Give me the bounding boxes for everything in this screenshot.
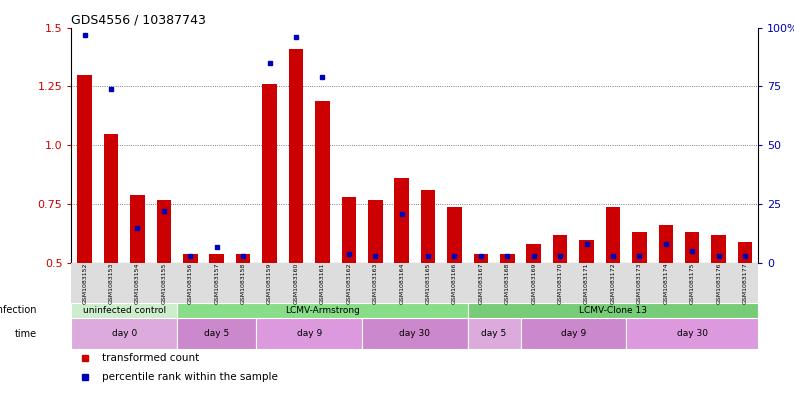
Text: GDS4556 / 10387743: GDS4556 / 10387743 (71, 13, 206, 26)
Text: GSM1083171: GSM1083171 (584, 262, 589, 303)
Bar (500, 254, 515, 263)
Bar (626, 318, 758, 349)
Text: transformed count: transformed count (102, 353, 199, 363)
Text: day 9: day 9 (561, 329, 586, 338)
Bar (580, 240, 594, 263)
Text: GSM1083175: GSM1083175 (690, 262, 695, 303)
Text: GSM1083165: GSM1083165 (426, 262, 430, 303)
Text: day 5: day 5 (204, 329, 229, 338)
Text: GSM1083162: GSM1083162 (346, 262, 351, 303)
Bar (711, 235, 726, 263)
Text: GSM1083167: GSM1083167 (479, 262, 484, 303)
Bar (71, 303, 177, 318)
Bar (315, 101, 330, 263)
Bar (738, 242, 753, 263)
Text: GSM1083173: GSM1083173 (637, 262, 642, 304)
Bar (632, 233, 646, 263)
Bar (606, 207, 620, 263)
Text: day 0: day 0 (112, 329, 137, 338)
Bar (104, 134, 118, 263)
Text: time: time (15, 329, 37, 339)
Bar (262, 84, 277, 263)
Text: GSM1083170: GSM1083170 (557, 262, 563, 303)
Bar (362, 318, 468, 349)
Bar (658, 226, 673, 263)
Bar (341, 197, 356, 263)
Bar (421, 190, 435, 263)
Bar (210, 254, 224, 263)
Text: GSM1083164: GSM1083164 (399, 262, 404, 303)
Text: percentile rank within the sample: percentile rank within the sample (102, 372, 278, 382)
Bar (474, 254, 488, 263)
Text: GSM1083160: GSM1083160 (294, 262, 299, 303)
Text: GSM1083152: GSM1083152 (82, 262, 87, 303)
Bar (368, 200, 383, 263)
Bar (553, 235, 568, 263)
Text: GSM1083166: GSM1083166 (452, 262, 457, 303)
Text: GSM1083174: GSM1083174 (663, 262, 669, 304)
Bar (177, 318, 256, 349)
Bar (521, 318, 626, 349)
Bar (395, 178, 409, 263)
Text: GSM1083154: GSM1083154 (135, 262, 140, 303)
Text: GSM1083163: GSM1083163 (372, 262, 378, 303)
Bar (236, 254, 250, 263)
Text: GSM1083158: GSM1083158 (241, 262, 245, 303)
Bar (183, 254, 198, 263)
Bar (526, 244, 541, 263)
Text: LCMV-Clone 13: LCMV-Clone 13 (579, 306, 647, 315)
Text: day 30: day 30 (676, 329, 707, 338)
Bar (177, 303, 468, 318)
Text: GSM1083161: GSM1083161 (320, 262, 325, 303)
Text: GSM1083169: GSM1083169 (531, 262, 536, 303)
Text: GSM1083177: GSM1083177 (742, 262, 748, 304)
Text: uninfected control: uninfected control (83, 306, 166, 315)
Bar (156, 200, 172, 263)
Text: GSM1083159: GSM1083159 (267, 262, 272, 303)
Text: day 5: day 5 (481, 329, 507, 338)
Text: day 9: day 9 (297, 329, 322, 338)
Bar (130, 195, 145, 263)
Bar (289, 49, 303, 263)
Text: LCMV-Armstrong: LCMV-Armstrong (285, 306, 360, 315)
Bar (71, 318, 177, 349)
Text: day 30: day 30 (399, 329, 430, 338)
Bar (77, 75, 92, 263)
Text: GSM1083155: GSM1083155 (161, 262, 167, 303)
Text: GSM1083157: GSM1083157 (214, 262, 219, 303)
Text: GSM1083172: GSM1083172 (611, 262, 615, 304)
Text: GSM1083153: GSM1083153 (109, 262, 114, 303)
Bar (447, 207, 462, 263)
Text: GSM1083156: GSM1083156 (188, 262, 193, 303)
Bar (468, 318, 521, 349)
Text: infection: infection (0, 305, 37, 315)
Bar (256, 318, 362, 349)
Text: GSM1083176: GSM1083176 (716, 262, 721, 303)
Bar (468, 303, 758, 318)
Bar (685, 233, 700, 263)
Text: GSM1083168: GSM1083168 (505, 262, 510, 303)
